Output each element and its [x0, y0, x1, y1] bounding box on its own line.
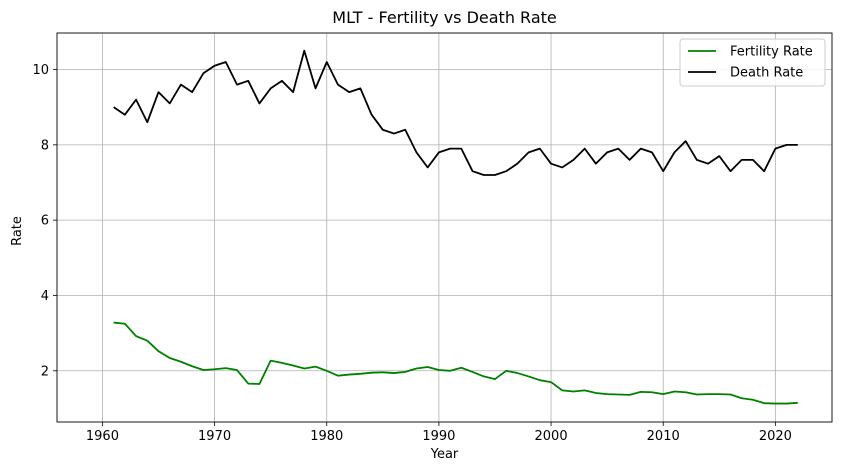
plot-background [57, 33, 832, 422]
death-rate-line [113, 49, 798, 176]
y-tick-label: 8 [41, 138, 49, 153]
fertility-rate-line [113, 321, 798, 405]
x-tick-label: 1990 [422, 429, 455, 444]
x-axis-ticks: 1960 1970 1980 1990 2000 2010 2020 [86, 422, 792, 444]
x-tick-label: 1970 [198, 429, 231, 444]
legend: Fertility Rate Death Rate [679, 38, 826, 87]
y-tick-label: 4 [41, 289, 49, 304]
x-tick-label: 2020 [759, 429, 792, 444]
plot-area [57, 33, 832, 422]
x-tick-label: 2010 [647, 429, 680, 444]
y-tick-label: 10 [32, 63, 49, 78]
legend-label-death-rate: Death Rate [730, 66, 803, 81]
grid-lines [57, 33, 832, 422]
y-axis-ticks: 2 4 6 8 10 [32, 63, 57, 379]
chart-title: MLT - Fertility vs Death Rate [332, 8, 556, 27]
y-axis-label: Rate [10, 216, 25, 246]
legend-box [679, 38, 826, 87]
y-tick-label: 6 [41, 214, 49, 229]
legend-label-fertility-rate: Fertility Rate [730, 45, 813, 60]
series-layer [113, 49, 798, 405]
x-tick-label: 1980 [310, 429, 343, 444]
y-tick-label: 2 [41, 364, 49, 379]
axes-frame [56, 32, 833, 423]
x-axis-label: Year [430, 447, 459, 462]
x-tick-label: 1960 [86, 429, 119, 444]
plot-frame [56, 32, 833, 423]
x-tick-label: 2000 [535, 429, 568, 444]
